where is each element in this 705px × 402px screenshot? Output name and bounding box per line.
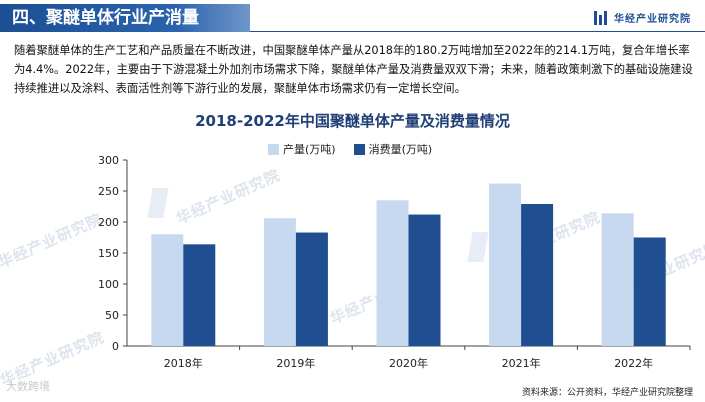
x-tick-label: 2019年 xyxy=(276,356,315,370)
brand: 华经产业研究院 xyxy=(594,10,691,25)
y-tick-label: 200 xyxy=(98,216,119,229)
header-title-bar xyxy=(0,4,250,32)
bar-production xyxy=(151,234,184,346)
bar-production xyxy=(263,218,296,346)
y-tick-label: 150 xyxy=(98,247,119,260)
brand-name: 华经产业研究院 xyxy=(614,14,691,25)
chart-title: 2018-2022年中国聚醚单体产量及消费量情况 xyxy=(195,112,510,130)
bar-consumption xyxy=(183,244,216,346)
legend-label-consumption: 消费量(万吨) xyxy=(368,143,433,156)
y-tick-label: 250 xyxy=(98,185,119,198)
legend-swatch-consumption xyxy=(353,143,365,155)
chart-legend: 产量(万吨) 消费量(万吨) xyxy=(268,141,450,157)
x-tick-label: 2018年 xyxy=(164,356,203,370)
bar-production xyxy=(376,200,409,346)
source-note: 资料来源：公开资料，华经产业研究院整理 xyxy=(521,388,693,398)
y-tick-label: 0 xyxy=(112,340,119,353)
bar-production xyxy=(601,213,634,346)
page-header: 四、聚醚单体行业产消量 华经产业研究院 xyxy=(0,0,705,34)
x-tick-label: 2022年 xyxy=(614,356,653,370)
bar-consumption xyxy=(521,204,554,346)
legend-item-consumption: 消费量(万吨) xyxy=(353,141,433,157)
y-tick-label: 100 xyxy=(98,278,119,291)
bar-consumption xyxy=(295,232,328,346)
x-tick-label: 2020年 xyxy=(389,356,428,370)
y-tick-label: 50 xyxy=(105,309,119,322)
brand-logo-icon xyxy=(594,10,608,25)
y-tick-label: 300 xyxy=(98,154,119,167)
description-paragraph: 随着聚醚单体的生产工艺和产品质量在不断改进，中国聚醚单体产量从2018年的180… xyxy=(14,44,693,95)
legend-swatch-production xyxy=(268,143,279,155)
section-title: 四、聚醚单体行业产消量 xyxy=(12,8,199,28)
legend-item-production: 产量(万吨) xyxy=(268,141,336,157)
bar-consumption xyxy=(408,214,441,346)
bar-production xyxy=(489,183,522,346)
legend-label-production: 产量(万吨) xyxy=(283,143,336,156)
corner-watermark: 大数跨境 xyxy=(6,380,50,393)
header-divider xyxy=(250,31,705,32)
bar-consumption xyxy=(633,237,666,346)
x-tick-label: 2021年 xyxy=(502,356,541,370)
